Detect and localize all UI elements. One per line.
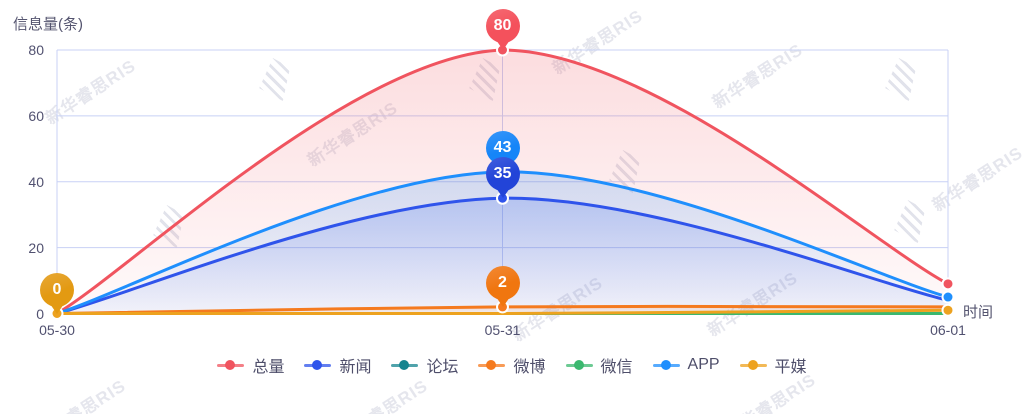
legend-line-dot-icon — [391, 359, 419, 371]
max-marker-pin-weibo: 2 — [485, 265, 520, 300]
max-marker-value: 0 — [52, 280, 62, 298]
x-axis-tick: 05-30 — [39, 322, 75, 338]
legend-item-wechat[interactable]: 微信 — [565, 353, 633, 377]
y-axis-tick: 60 — [28, 107, 44, 124]
legend-item-total[interactable]: 总量 — [217, 353, 284, 377]
chart-legend: 总量 新闻 论坛 微博 微信 APP 平媒 — [0, 353, 1024, 377]
data-point-平媒[interactable] — [941, 303, 955, 317]
y-axis-title: 信息量(条) — [13, 16, 83, 33]
data-point-APP[interactable] — [941, 290, 955, 304]
x-axis-tick: 06-01 — [930, 322, 966, 338]
legend-line-dot-icon — [565, 359, 593, 371]
legend-label: 微博 — [513, 359, 546, 376]
legend-label: 微信 — [600, 359, 633, 376]
area-fill-APP — [57, 171, 948, 314]
x-axis-title: 时间 — [963, 304, 994, 321]
legend-line-dot-icon — [304, 359, 332, 371]
legend-label: 新闻 — [339, 359, 372, 376]
max-marker-value: 80 — [493, 17, 512, 34]
data-point-总量[interactable] — [941, 277, 955, 291]
legend-label: APP — [687, 356, 720, 373]
legend-label: 论坛 — [426, 359, 459, 376]
max-marker-value: 43 — [493, 138, 512, 156]
legend-item-app[interactable]: APP — [652, 356, 720, 374]
max-marker-value: 35 — [493, 165, 512, 183]
legend-item-news[interactable]: 新闻 — [304, 353, 371, 377]
y-axis-tick: 80 — [28, 42, 44, 58]
legend-label: 总量 — [252, 359, 285, 376]
legend-line-dot-icon — [652, 359, 680, 371]
max-marker-pin-print: 0 — [40, 272, 74, 307]
legend-item-print[interactable]: 平媒 — [739, 353, 807, 377]
legend-label: 平媒 — [774, 359, 807, 376]
legend-line-dot-icon — [217, 359, 245, 371]
legend-item-forum[interactable]: 论坛 — [391, 353, 458, 377]
max-marker-pin-total: 80 — [485, 9, 520, 43]
y-axis-tick: 40 — [28, 173, 44, 190]
max-marker-pin-news: 35 — [485, 157, 520, 192]
y-axis-tick: 20 — [28, 239, 44, 256]
x-axis-tick: 05-31 — [484, 322, 521, 338]
legend-line-dot-icon — [478, 359, 506, 371]
y-axis-tick: 0 — [36, 305, 44, 322]
max-marker-value: 2 — [498, 273, 507, 291]
series-line-平媒 — [55, 308, 950, 316]
legend-item-weibo[interactable]: 微博 — [478, 353, 546, 377]
legend-line-dot-icon — [739, 359, 767, 371]
